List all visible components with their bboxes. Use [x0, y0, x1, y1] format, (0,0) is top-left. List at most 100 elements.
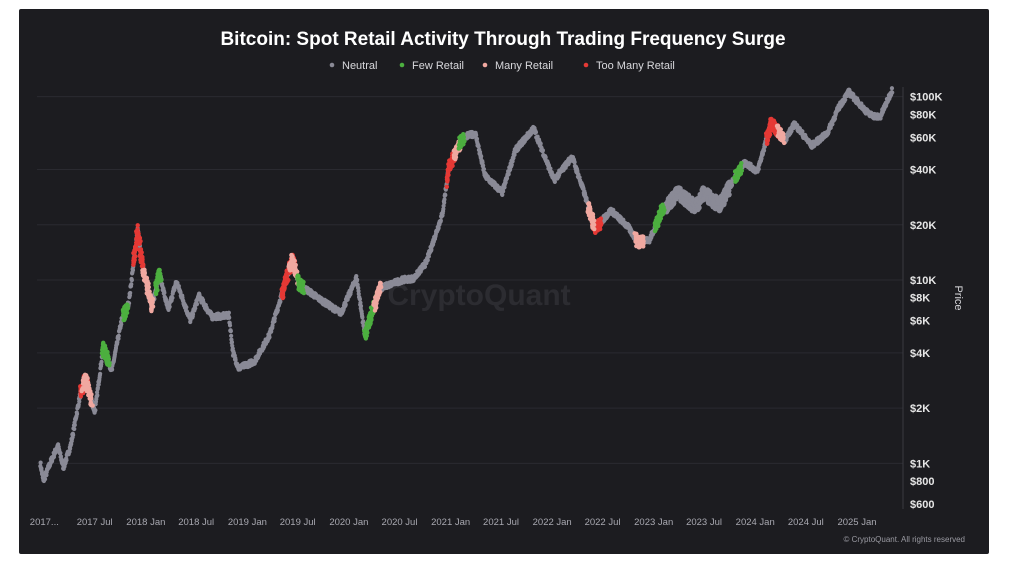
x-tick-label: 2018 Jul	[178, 517, 214, 528]
retail-point	[453, 154, 459, 160]
price-point	[38, 460, 43, 465]
retail-point	[461, 131, 466, 137]
legend-item[interactable]: Neutral	[329, 60, 378, 72]
x-tick-label: 2024 Jan	[736, 517, 775, 528]
retail-point	[147, 289, 152, 294]
price-point	[228, 329, 233, 334]
legend-item[interactable]: Few Retail	[399, 60, 464, 72]
price-point	[270, 323, 275, 328]
legend-item[interactable]: Too Many Retail	[583, 60, 675, 72]
retail-point	[142, 271, 147, 276]
x-tick-label: 2020 Jan	[329, 517, 368, 528]
retail-point	[640, 235, 646, 240]
price-point	[167, 304, 172, 309]
legend-marker	[329, 62, 335, 68]
price-point	[425, 258, 430, 263]
retail-point	[154, 285, 159, 290]
retail-point	[780, 131, 785, 136]
price-point	[509, 162, 514, 167]
retail-point	[138, 239, 143, 244]
price-point	[129, 278, 134, 283]
retail-point	[599, 221, 604, 226]
price-point	[343, 302, 348, 307]
legend-label: Too Many Retail	[596, 60, 675, 72]
price-point	[233, 357, 238, 363]
price-point	[275, 308, 280, 313]
price-point	[426, 254, 431, 259]
legend-label: Many Retail	[495, 60, 553, 72]
price-point	[128, 290, 133, 296]
y-tick-label: $800	[910, 476, 934, 488]
price-point	[267, 335, 272, 340]
retail-point	[133, 246, 139, 251]
price-point	[533, 130, 539, 135]
retail-point	[591, 218, 597, 223]
price-point	[481, 163, 486, 168]
price-point	[474, 136, 480, 141]
price-point	[272, 316, 277, 321]
retail-point	[87, 388, 92, 394]
y-tick-label: $6K	[910, 316, 930, 328]
price-point	[358, 300, 363, 305]
retail-point	[300, 286, 305, 291]
retail-point	[640, 243, 645, 248]
x-tick-label: 2021 Jul	[483, 517, 519, 528]
price-point	[72, 426, 77, 432]
y-tick-label: $100K	[910, 92, 942, 104]
x-tick-label: 2019 Jan	[228, 517, 267, 528]
price-point	[443, 192, 448, 198]
price-point	[93, 408, 98, 413]
price-point	[442, 197, 447, 202]
legend: Neutral Few Retail Many Retail Too Many Ret…	[329, 60, 675, 72]
y-tick-label: $10K	[910, 275, 936, 287]
legend-item[interactable]: Many Retail	[482, 60, 553, 72]
price-point	[356, 291, 361, 297]
price-point	[438, 218, 443, 223]
price-chart: Bitcoin: Spot Retail Activity Through Tr…	[30, 29, 965, 544]
price-point	[119, 322, 124, 327]
y-tick-label: $20K	[910, 220, 936, 232]
price-point	[479, 154, 484, 159]
retail-point	[135, 223, 140, 228]
price-point	[109, 367, 115, 372]
legend-label: Neutral	[342, 60, 377, 72]
price-point	[130, 268, 136, 273]
price-point	[442, 200, 447, 205]
retail-point	[592, 226, 597, 232]
y-axis: $600$800$1K$2K$4K$6K$8K$10K$20K$40K$60K$…	[910, 92, 942, 511]
price-point	[696, 204, 702, 211]
price-point	[512, 152, 517, 157]
price-point	[725, 187, 732, 194]
price-point	[194, 302, 200, 307]
price-point	[890, 90, 895, 95]
price-point	[71, 432, 76, 438]
x-tick-label: 2017 Jul	[77, 517, 113, 528]
retail-point	[293, 262, 298, 268]
watermark: CryptoQuant	[387, 279, 570, 312]
price-point	[184, 305, 189, 310]
price-point	[830, 122, 835, 127]
price-point	[116, 333, 121, 338]
y-tick-label: $1K	[910, 458, 930, 470]
price-point	[889, 86, 895, 91]
x-tick-label: 2020 Jul	[382, 517, 418, 528]
price-point	[761, 148, 767, 153]
x-tick-label: 2023 Jul	[686, 517, 722, 528]
retail-point	[301, 290, 307, 296]
price-point	[229, 333, 234, 338]
x-tick-label: 2018 Jan	[126, 517, 165, 528]
price-point	[193, 306, 198, 311]
y-tick-label: $40K	[910, 165, 936, 177]
retail-point	[377, 280, 383, 285]
retail-point	[598, 216, 604, 221]
retail-point	[294, 269, 300, 274]
grid	[37, 96, 903, 464]
y-tick-label: $60K	[910, 132, 936, 144]
chart-panel: Bitcoin: Spot Retail Activity Through Tr…	[19, 9, 989, 554]
y-axis-label: Price	[952, 285, 964, 310]
price-point	[226, 310, 231, 315]
price-point	[548, 166, 553, 171]
price-point	[42, 477, 48, 482]
price-point	[77, 399, 82, 404]
retail-point	[444, 184, 449, 190]
